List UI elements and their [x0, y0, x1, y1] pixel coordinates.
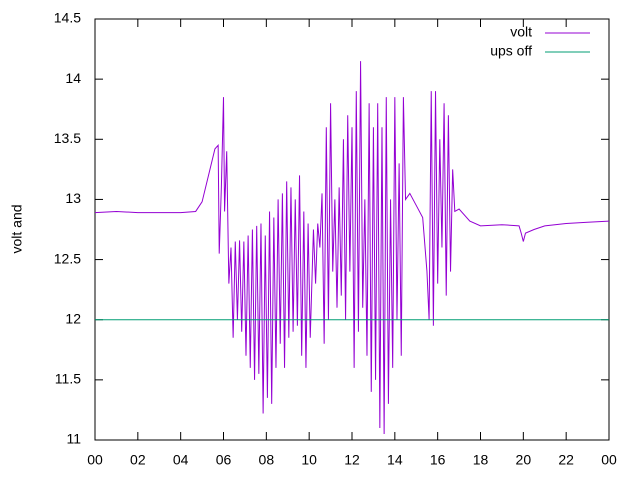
- series-line: [94, 61, 610, 434]
- plot-frame: [94, 18, 610, 441]
- x-tick-label: 00: [601, 452, 617, 468]
- x-tick-label: 06: [216, 452, 232, 468]
- x-tick-label: 14: [387, 452, 403, 468]
- y-tick-label: 12.5: [54, 250, 81, 266]
- legend-label: ups off: [490, 43, 532, 59]
- x-tick-label: 02: [130, 452, 146, 468]
- y-tick-label: 12: [65, 310, 81, 326]
- x-tick-label: 20: [516, 452, 532, 468]
- y-tick-label: 11.5: [55, 371, 81, 387]
- legend-label: volt: [510, 24, 532, 40]
- y-tick-label: 14.5: [54, 10, 81, 26]
- y-tick-label: 14: [65, 70, 81, 86]
- y-tick-label: 13: [65, 190, 81, 206]
- x-tick-label: 22: [558, 452, 574, 468]
- y-tick-label: 11: [66, 431, 81, 447]
- x-tick-label: 08: [259, 452, 275, 468]
- x-tick-label: 18: [473, 452, 489, 468]
- x-tick-label: 10: [301, 452, 317, 468]
- x-tick-label: 16: [430, 452, 446, 468]
- x-tick-label: 00: [87, 452, 103, 468]
- y-axis-label: volt and: [9, 204, 25, 253]
- x-tick-label: 04: [173, 452, 189, 468]
- y-tick-label: 13.5: [54, 130, 81, 146]
- x-tick-label: 12: [344, 452, 360, 468]
